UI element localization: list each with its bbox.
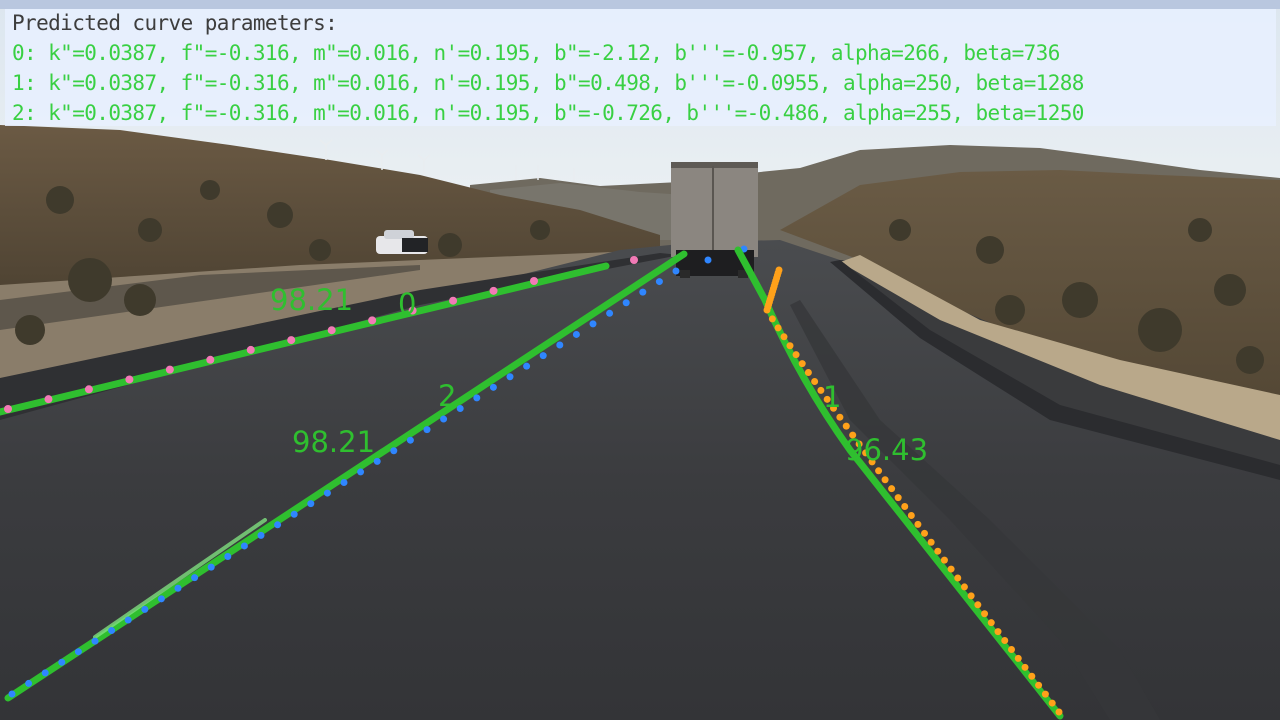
lane-2-score: 98.21: [292, 425, 376, 459]
lane-0-id: 0: [398, 287, 417, 321]
truck: [671, 162, 758, 278]
lane-1-id: 1: [823, 380, 842, 414]
wind-turbines: [319, 139, 575, 182]
lane-2-id: 2: [438, 379, 457, 413]
lane-1-score: 96.43: [845, 433, 929, 467]
lane-0-params: 0: k"=0.0387, f"=-0.316, m"=0.016, n'=0.…: [12, 41, 1060, 65]
curve-parameters-panel: Predicted curve parameters: 0: k"=0.0387…: [5, 9, 1276, 126]
lane-2-params: 2: k"=0.0387, f"=-0.316, m"=0.016, n'=0.…: [12, 101, 1084, 125]
window-top-strip: [0, 0, 1280, 9]
roadside-vehicle: [376, 230, 428, 254]
lane-1-params: 1: k"=0.0387, f"=-0.316, m"=0.016, n'=0.…: [12, 71, 1084, 95]
lane-0-score: 98.21: [270, 283, 354, 317]
panel-title: Predicted curve parameters:: [12, 11, 338, 35]
